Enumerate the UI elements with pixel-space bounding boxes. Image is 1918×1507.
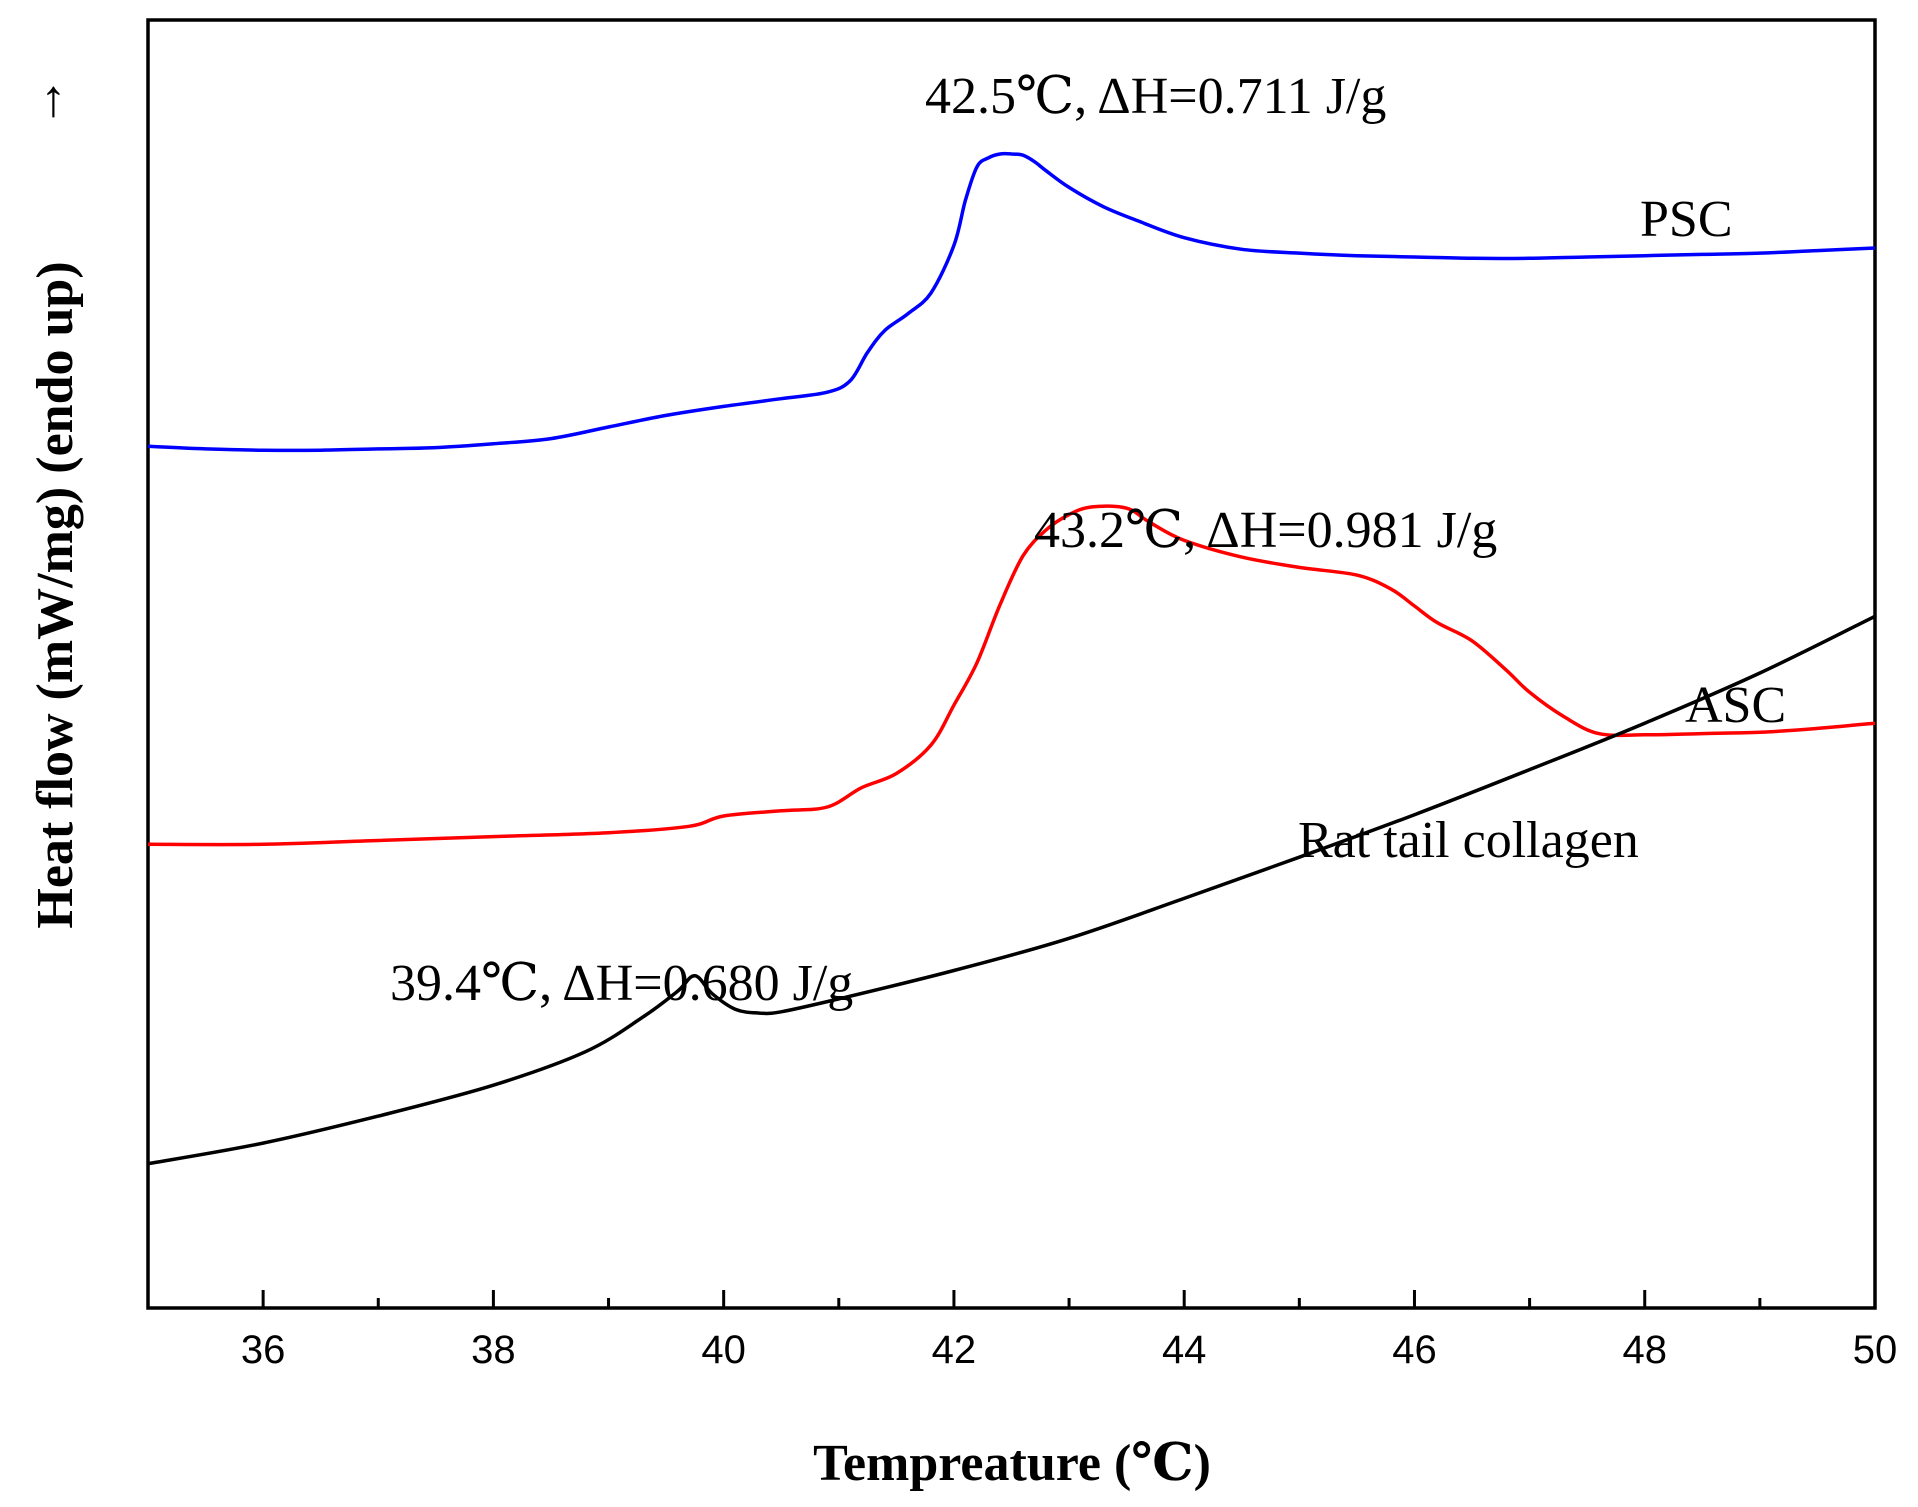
series-line-psc	[147, 151, 1876, 453]
x-tick-label: 36	[241, 1328, 286, 1372]
series-label-rat-tail-collagen: Rat tail collagen	[1298, 812, 1639, 869]
series-lines	[147, 151, 1876, 1166]
y-axis-title: Heat flow (mW/mg) (endo up)	[27, 261, 84, 928]
series-line-asc	[147, 504, 1876, 847]
plot-frame	[146, 18, 1877, 1310]
x-tick-label: 50	[1853, 1328, 1898, 1372]
annotations: 42.5℃, ΔH=0.711 J/g 43.2℃, ΔH=0.981 J/g …	[390, 68, 1497, 1012]
x-tick-label: 46	[1392, 1328, 1437, 1372]
x-tick-label: 48	[1622, 1328, 1667, 1372]
series-line-rat-tail-collagen	[147, 614, 1876, 1166]
annotation-asc: 43.2℃, ΔH=0.981 J/g	[1034, 502, 1497, 559]
y-axis-arrow: →	[17, 76, 74, 128]
x-ticks	[261, 1290, 1877, 1308]
series-names: PSC ASC Rat tail collagen	[1298, 191, 1786, 869]
series-label-psc: PSC	[1640, 191, 1733, 248]
x-tick-labels: 36 38 40 42 44 46 48 50	[241, 1328, 1897, 1372]
x-axis-title: Tempreature (℃)	[813, 1435, 1211, 1492]
annotation-rat-tail-collagen: 39.4℃, ΔH=0.680 J/g	[390, 955, 853, 1012]
annotation-psc: 42.5℃, ΔH=0.711 J/g	[925, 68, 1386, 125]
x-tick-label: 38	[471, 1328, 516, 1372]
x-tick-label: 42	[932, 1328, 977, 1372]
series-label-asc: ASC	[1685, 677, 1786, 734]
x-tick-label: 44	[1162, 1328, 1207, 1372]
x-tick-label: 40	[701, 1328, 746, 1372]
